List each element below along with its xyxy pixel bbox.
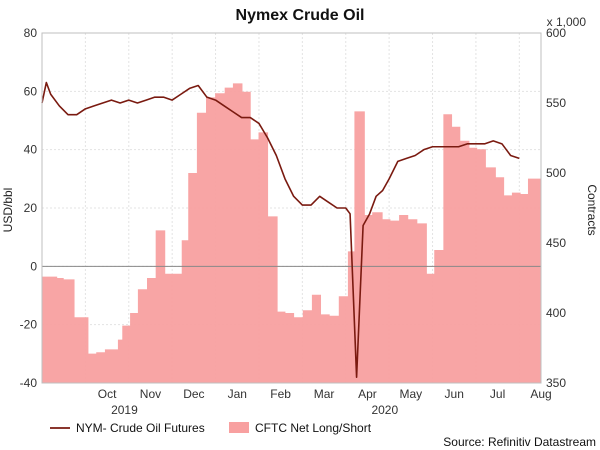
legend-area-swatch <box>229 422 249 433</box>
plot-frame <box>41 32 542 384</box>
y-left-tick-label: 60 <box>24 84 38 98</box>
x-month-label: Mar <box>314 387 335 401</box>
y-right-tick-label: 500 <box>546 166 566 180</box>
source-note: Source: Refinitiv Datastream <box>443 435 596 449</box>
y-right-tick-label: 450 <box>546 236 566 250</box>
plot-area: -40 -20 0 20 40 60 80 350 400 450 500 550 600 Oct Nov D… <box>20 26 567 417</box>
x-month-label: May <box>399 387 422 401</box>
y-right-tick-label: 350 <box>546 376 566 390</box>
y-right-tick-label: 600 <box>546 26 566 40</box>
y-right-tick-label: 400 <box>546 306 566 320</box>
y-left-tick-label: 80 <box>24 26 38 40</box>
x-month-label: Oct <box>98 387 117 401</box>
x-month-label: Nov <box>140 387 161 401</box>
y-left-tick-label: 0 <box>30 259 37 273</box>
x-year-label: 2019 <box>111 403 138 417</box>
legend-label-cftc: CFTC Net Long/Short <box>255 421 372 435</box>
cftc-net-area <box>42 83 541 384</box>
x-year-label: 2020 <box>371 403 398 417</box>
y-left-axis-label: USD/bbl <box>1 188 15 233</box>
legend: NYM- Crude Oil Futures CFTC Net Long/Sho… <box>50 421 372 435</box>
x-month-label: Feb <box>270 387 291 401</box>
x-month-label: Jan <box>228 387 247 401</box>
x-month-label: Dec <box>183 387 204 401</box>
x-month-label: Apr <box>358 387 377 401</box>
y-left-tick-label: -20 <box>20 318 38 332</box>
crude-oil-futures-line <box>41 81 520 378</box>
x-month-label: Jul <box>490 387 505 401</box>
y-left-tick-label: -40 <box>20 376 38 390</box>
right-axis-multiplier: x 1,000 <box>547 15 587 29</box>
x-month-label: Aug <box>530 387 551 401</box>
y-right-axis-label: Contracts <box>585 184 599 235</box>
y-left-tick-label: 20 <box>24 201 38 215</box>
y-right-tick-label: 550 <box>546 96 566 110</box>
y-left-tick-label: 40 <box>24 143 38 157</box>
x-month-label: Jun <box>445 387 464 401</box>
chart-title: Nymex Crude Oil <box>236 7 365 24</box>
legend-label-futures: NYM- Crude Oil Futures <box>76 421 205 435</box>
